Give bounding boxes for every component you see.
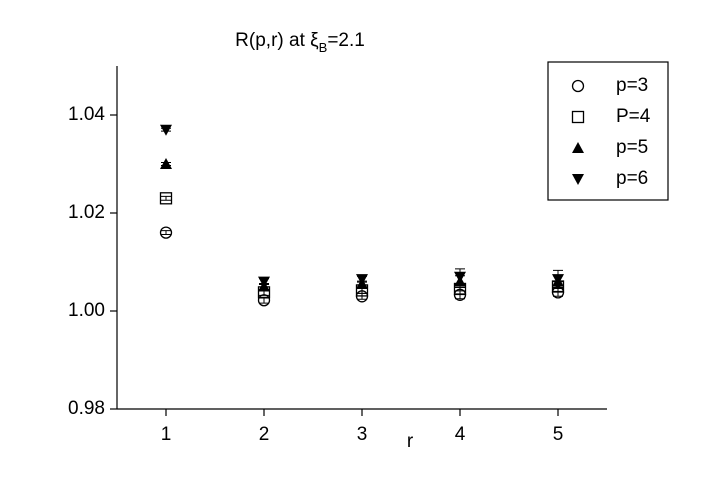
data-point (160, 124, 172, 136)
y-tick-label: 1.02 (68, 202, 105, 223)
legend-label: p=5 (616, 137, 648, 158)
data-point (159, 226, 173, 239)
legend-label: p=3 (616, 75, 648, 96)
chart-title: R(p,r) at ξB=2.1 (235, 30, 365, 55)
x-tick-label: 3 (357, 424, 368, 445)
legend-label: P=4 (616, 106, 651, 127)
legend-label: p=6 (616, 168, 648, 189)
error-bar (161, 230, 171, 236)
legend-box (547, 61, 669, 201)
title-text: R(p,r) at ξ (235, 30, 319, 51)
x-tick-label: 1 (161, 424, 172, 445)
data-point (356, 274, 368, 286)
data-point (160, 158, 172, 169)
y-tick-label: 1.04 (68, 104, 105, 125)
y-tick-label: 1.00 (68, 300, 105, 321)
x-axis-label: r (407, 431, 414, 452)
x-tick-label: 4 (455, 424, 466, 445)
data-point (552, 274, 564, 286)
data-point (258, 276, 270, 288)
x-tick-label: 2 (259, 424, 270, 445)
legend-marker (571, 79, 585, 93)
title-tail: =2.1 (327, 30, 365, 51)
x-tick-label: 5 (553, 424, 564, 445)
data-point (159, 192, 173, 205)
legend-marker (572, 174, 584, 185)
legend-marker (572, 142, 584, 153)
data-point (454, 271, 466, 283)
legend-marker (571, 110, 585, 124)
title-subscript: B (319, 40, 328, 55)
y-tick-label: 0.98 (68, 398, 105, 419)
error-bar (161, 195, 171, 201)
